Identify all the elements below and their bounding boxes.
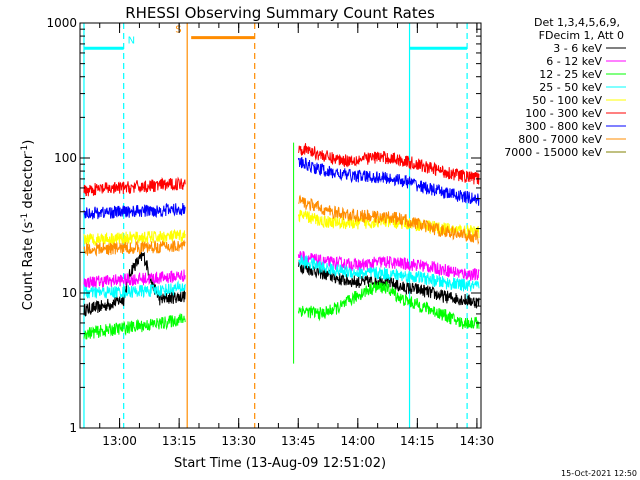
legend-label: 3 - 6 keV — [553, 42, 602, 55]
series-line — [83, 143, 480, 197]
chart-title: RHESSI Observing Summary Count Rates — [125, 4, 435, 22]
legend-header-line-2: FDecim 1, Att 0 — [539, 29, 624, 42]
y-tick-label: 100 — [54, 151, 77, 165]
flag-label: N — [128, 35, 135, 46]
y-tick-label: 1 — [69, 421, 77, 435]
series-path — [83, 202, 186, 220]
series-line — [83, 209, 480, 247]
series-line — [83, 156, 480, 220]
y-tick-label: 1000 — [46, 16, 77, 30]
series-path — [298, 254, 480, 292]
legend-label: 25 - 50 keV — [539, 81, 602, 94]
series-path — [297, 156, 480, 206]
series-path — [83, 269, 186, 289]
series-path — [297, 280, 480, 330]
x-tick-label: 14:00 — [341, 434, 376, 448]
x-axis-label: Start Time (13-Aug-09 12:51:02) — [174, 456, 386, 471]
plot-series — [83, 142, 480, 364]
series-path — [83, 228, 186, 247]
series-path — [83, 239, 186, 257]
x-tick-label: 14:30 — [460, 434, 495, 448]
series-path — [298, 194, 480, 246]
legend-item: 3 - 6 keV — [553, 42, 626, 55]
legend-item: 12 - 25 keV — [539, 68, 626, 81]
x-axis: 13:00 13:15 13:30 13:45 14:00 14:15 14:30 — [99, 23, 495, 448]
series-line — [83, 250, 480, 289]
flag-label: S — [175, 25, 181, 36]
series-line — [83, 254, 480, 299]
legend-label: 100 - 300 keV — [525, 107, 602, 120]
legend-label: 12 - 25 keV — [539, 68, 602, 81]
series-path — [297, 209, 480, 239]
y-axis-label: Count Rate (s-1 detector-1) — [20, 140, 36, 311]
legend-item: 6 - 12 keV — [546, 55, 626, 68]
series-line — [83, 194, 480, 257]
x-tick-label: 14:15 — [400, 434, 435, 448]
flag-s: S — [175, 23, 256, 428]
footer-timestamp: 15-Oct-2021 12:50 — [561, 469, 637, 478]
y-tick-label: 10 — [62, 286, 77, 300]
x-tick-label: 13:00 — [102, 434, 137, 448]
series-line — [83, 280, 480, 340]
series-path — [297, 143, 480, 185]
x-tick-label: 13:45 — [281, 434, 316, 448]
legend-label: 50 - 100 keV — [532, 94, 602, 107]
legend-item: 25 - 50 keV — [539, 81, 626, 94]
series-path — [297, 250, 480, 281]
legend-item: 7000 - 15000 keV — [504, 146, 626, 159]
y-axis: 1 10 100 1000 — [46, 16, 481, 435]
legend-item: 100 - 300 keV — [525, 107, 626, 120]
legend: Det 1,3,4,5,6,9, FDecim 1, Att 0 3 - 6 k… — [504, 16, 626, 159]
series-path — [83, 313, 186, 340]
series-path — [83, 279, 186, 299]
legend-item: 300 - 800 keV — [525, 120, 626, 133]
legend-item: 800 - 7000 keV — [518, 133, 626, 146]
legend-label: 300 - 800 keV — [525, 120, 602, 133]
legend-header-line-1: Det 1,3,4,5,6,9, — [534, 16, 620, 29]
x-tick-label: 13:15 — [162, 434, 197, 448]
plot-frame — [79, 22, 482, 429]
series-path — [83, 251, 186, 317]
series-path — [83, 176, 186, 197]
legend-item: 50 - 100 keV — [532, 94, 626, 107]
legend-label: 7000 - 15000 keV — [504, 146, 602, 159]
x-tick-label: 13:30 — [221, 434, 256, 448]
legend-label: 6 - 12 keV — [546, 55, 602, 68]
legend-label: 800 - 7000 keV — [518, 133, 602, 146]
